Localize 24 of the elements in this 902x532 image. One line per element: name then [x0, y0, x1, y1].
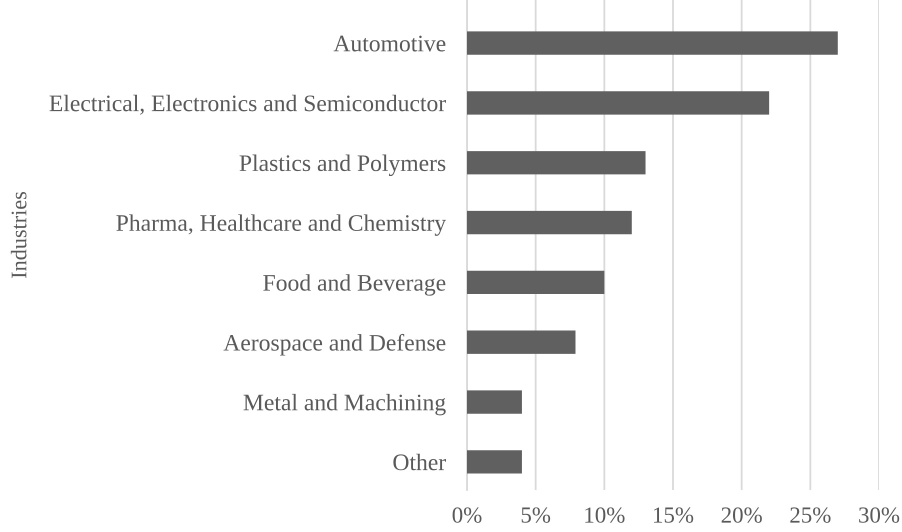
x-tick-label: 25%: [790, 507, 831, 523]
y-tick-label: Other: [393, 454, 446, 470]
x-tick-label: 30%: [859, 507, 900, 523]
x-tick-label: 10%: [585, 507, 625, 523]
x-tick-label: 20%: [722, 507, 762, 523]
y-tick-label: Plastics and Polymers: [240, 154, 446, 176]
bar: [467, 91, 770, 115]
y-tick-label: Aerospace and Defense: [224, 334, 446, 356]
bar: [467, 151, 646, 174]
y-tick-label: Automotive: [334, 36, 446, 52]
bar: [467, 31, 838, 55]
x-tick-label: 15%: [654, 507, 694, 523]
bar: [467, 450, 522, 474]
bar: [467, 210, 632, 234]
y-tick-label: Electrical, Electronics and Semiconductor: [50, 94, 446, 115]
bar: [467, 270, 604, 294]
y-tick-label: Pharma, Healthcare and Chemistry: [116, 214, 446, 236]
y-axis-title: Industries: [10, 192, 26, 278]
y-tick-label: Food and Beverage: [263, 274, 446, 296]
x-tick-label: 0%: [452, 507, 482, 523]
bar: [467, 390, 522, 414]
x-tick-label: 5%: [522, 507, 550, 523]
bar: [467, 330, 576, 354]
y-tick-label: Metal and Machining: [244, 394, 446, 416]
